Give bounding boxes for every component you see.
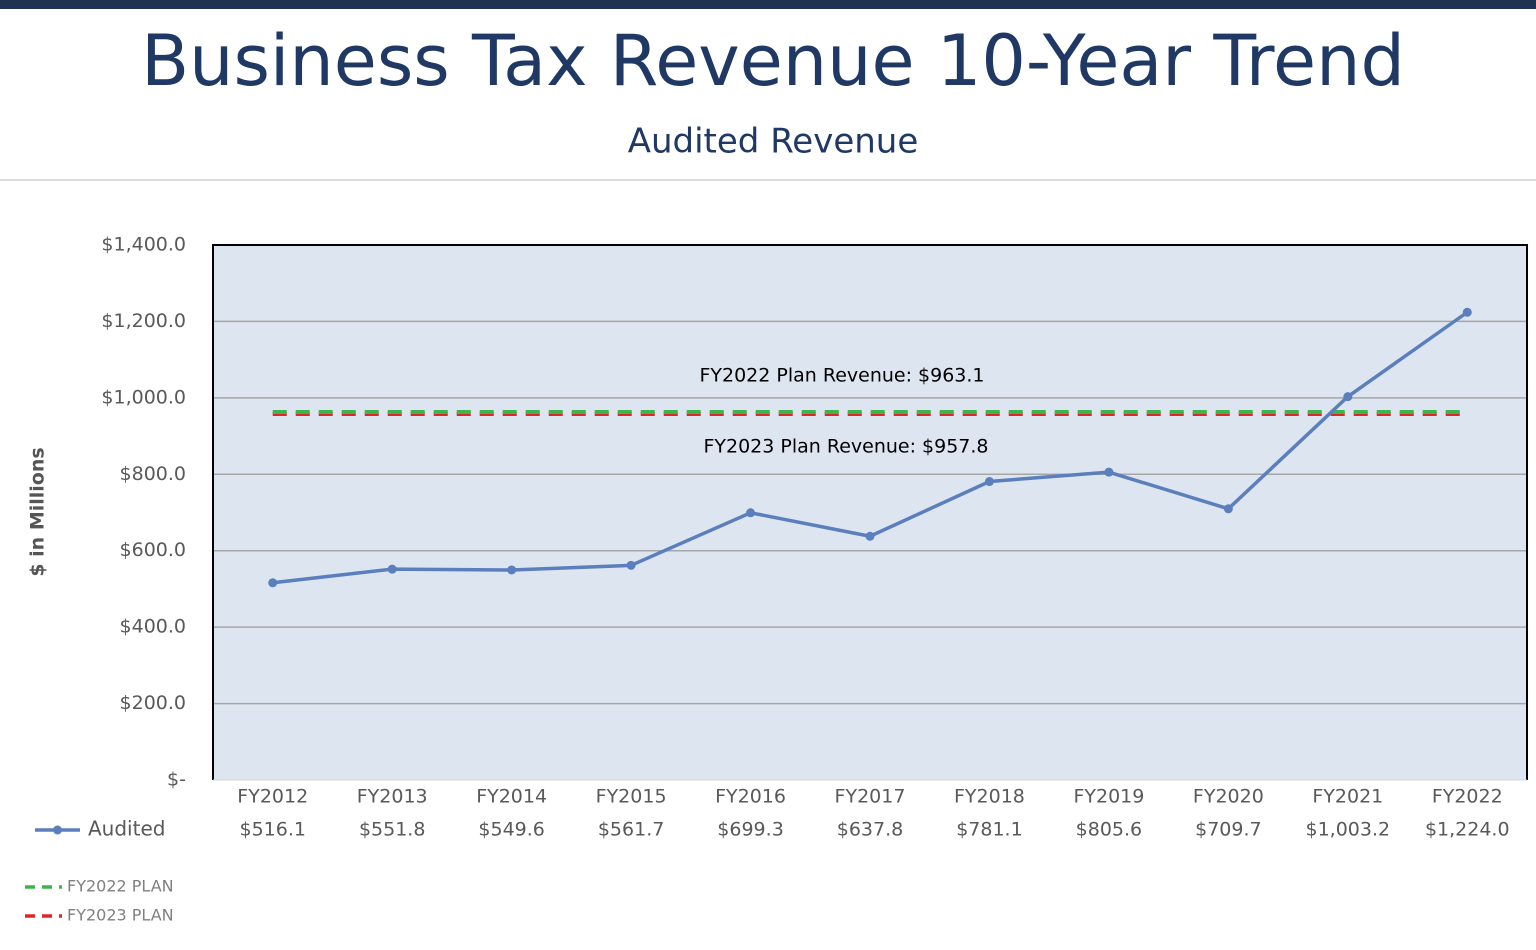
x-tick-label: FY2014 <box>476 786 547 808</box>
data-point <box>268 578 278 588</box>
data-point <box>984 477 994 487</box>
value-label: $805.6 <box>1076 819 1142 841</box>
y-tick-label: $1,400.0 <box>101 234 186 256</box>
plot-area <box>213 245 1527 780</box>
annotation: FY2022 Plan Revenue: $963.1 <box>699 365 984 387</box>
legend-label: FY2022 PLAN <box>67 877 174 896</box>
data-point <box>865 531 875 541</box>
annotation: FY2023 Plan Revenue: $957.8 <box>703 436 988 458</box>
x-tick-label: FY2016 <box>715 786 786 808</box>
x-tick-label: FY2019 <box>1073 786 1144 808</box>
value-label: $516.1 <box>239 819 305 841</box>
value-label: $549.6 <box>478 819 544 841</box>
x-tick-label: FY2017 <box>835 786 906 808</box>
legend-marker <box>53 825 62 835</box>
data-point <box>1104 467 1114 477</box>
data-point <box>1462 307 1472 317</box>
value-label: $1,224.0 <box>1425 819 1510 841</box>
legend-label: Audited <box>88 817 165 841</box>
y-tick-label: $1,000.0 <box>101 386 186 408</box>
value-label: $551.8 <box>359 819 425 841</box>
x-tick-label: FY2012 <box>237 786 308 808</box>
x-tick-label: FY2021 <box>1312 786 1383 808</box>
x-tick-label: FY2015 <box>596 786 667 808</box>
x-tick-label: FY2013 <box>357 786 428 808</box>
value-label: $699.3 <box>717 819 783 841</box>
plot-border <box>212 244 1528 780</box>
data-point <box>626 560 636 570</box>
data-point <box>387 564 397 574</box>
x-tick-label: FY2022 <box>1432 786 1503 808</box>
value-label: $781.1 <box>956 819 1022 841</box>
value-label: $561.7 <box>598 819 664 841</box>
top-bar <box>0 0 1536 9</box>
data-point <box>746 508 756 518</box>
y-tick-label: $800.0 <box>120 463 186 485</box>
x-tick-label: FY2020 <box>1193 786 1264 808</box>
y-tick-label: $- <box>167 769 186 791</box>
value-label: $709.7 <box>1195 819 1261 841</box>
chart-subtitle: Audited Revenue <box>628 122 919 162</box>
data-point <box>1343 392 1353 402</box>
legend-label: FY2023 PLAN <box>67 906 174 925</box>
value-label: $637.8 <box>837 819 903 841</box>
y-tick-label: $400.0 <box>120 616 186 638</box>
data-point <box>507 565 517 575</box>
y-tick-label: $200.0 <box>120 692 186 714</box>
data-point <box>1223 504 1233 514</box>
y-axis-label: $ in Millions <box>27 447 49 576</box>
y-tick-label: $1,200.0 <box>101 310 186 332</box>
chart-title: Business Tax Revenue 10-Year Trend <box>141 20 1405 102</box>
x-tick-label: FY2018 <box>954 786 1025 808</box>
y-tick-label: $600.0 <box>120 539 186 561</box>
value-label: $1,003.2 <box>1306 819 1391 841</box>
